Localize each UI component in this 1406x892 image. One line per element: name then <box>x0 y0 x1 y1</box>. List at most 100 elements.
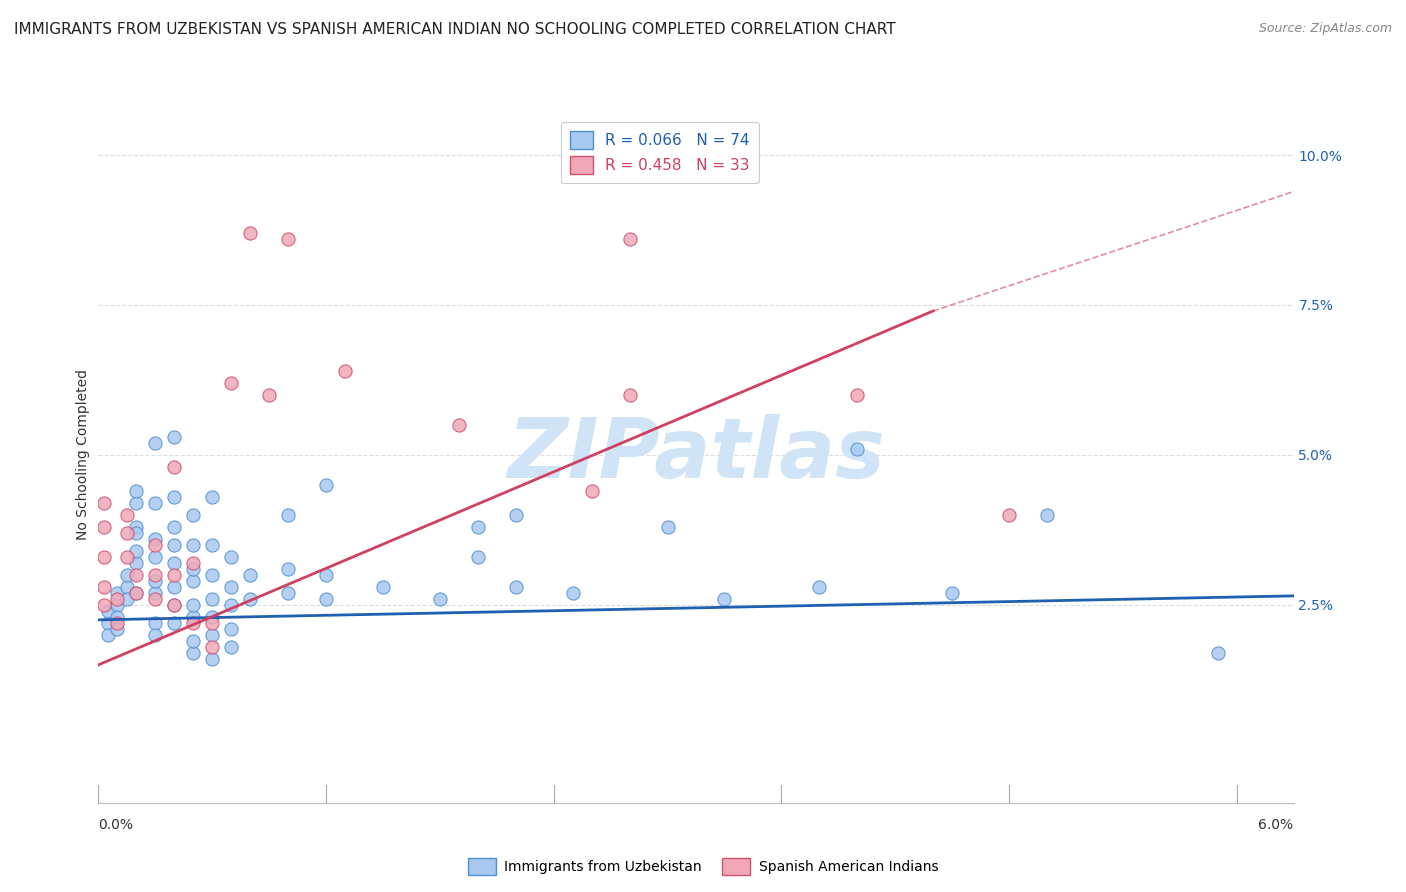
Point <box>125 544 148 558</box>
Point <box>143 538 166 552</box>
Point <box>333 364 356 378</box>
Point <box>941 586 963 600</box>
Text: ZIPatlas: ZIPatlas <box>508 415 884 495</box>
Point <box>277 508 299 522</box>
Text: 6.0%: 6.0% <box>1258 818 1294 832</box>
Point <box>429 591 451 606</box>
Point <box>143 436 166 450</box>
Point <box>143 591 166 606</box>
Point <box>219 376 242 390</box>
Point <box>581 483 603 498</box>
Point <box>277 562 299 576</box>
Point <box>257 388 280 402</box>
Point <box>97 604 120 618</box>
Y-axis label: No Schooling Completed: No Schooling Completed <box>76 369 90 541</box>
Point <box>219 549 242 564</box>
Point <box>315 478 337 492</box>
Text: IMMIGRANTS FROM UZBEKISTAN VS SPANISH AMERICAN INDIAN NO SCHOOLING COMPLETED COR: IMMIGRANTS FROM UZBEKISTAN VS SPANISH AM… <box>14 22 896 37</box>
Point <box>115 549 138 564</box>
Point <box>105 622 128 636</box>
Point <box>97 628 120 642</box>
Point <box>219 598 242 612</box>
Point <box>1206 646 1229 660</box>
Point <box>181 562 204 576</box>
Point <box>143 615 166 630</box>
Legend: R = 0.066   N = 74, R = 0.458   N = 33: R = 0.066 N = 74, R = 0.458 N = 33 <box>561 121 759 184</box>
Point <box>163 567 186 582</box>
Point <box>105 598 128 612</box>
Point <box>125 567 148 582</box>
Point <box>181 556 204 570</box>
Point <box>163 520 186 534</box>
Point <box>181 508 204 522</box>
Point <box>201 591 224 606</box>
Point <box>125 586 148 600</box>
Point <box>1036 508 1059 522</box>
Point <box>163 598 186 612</box>
Point <box>808 580 831 594</box>
Point <box>201 538 224 552</box>
Point <box>619 388 641 402</box>
Point <box>201 567 224 582</box>
Point <box>201 610 224 624</box>
Legend: Immigrants from Uzbekistan, Spanish American Indians: Immigrants from Uzbekistan, Spanish Amer… <box>463 853 943 880</box>
Point <box>181 610 204 624</box>
Point <box>115 580 138 594</box>
Point <box>125 586 148 600</box>
Point <box>105 615 128 630</box>
Point <box>505 580 527 594</box>
Point <box>219 640 242 654</box>
Point <box>125 525 148 540</box>
Point <box>125 556 148 570</box>
Point <box>93 598 115 612</box>
Point <box>125 496 148 510</box>
Point <box>201 628 224 642</box>
Point <box>115 525 138 540</box>
Point <box>93 580 115 594</box>
Point <box>181 574 204 588</box>
Point <box>93 520 115 534</box>
Text: Source: ZipAtlas.com: Source: ZipAtlas.com <box>1258 22 1392 36</box>
Point <box>181 538 204 552</box>
Point <box>219 622 242 636</box>
Point <box>163 598 186 612</box>
Point <box>105 591 128 606</box>
Point <box>163 459 186 474</box>
Point <box>105 610 128 624</box>
Point <box>143 496 166 510</box>
Point <box>277 586 299 600</box>
Point <box>846 442 869 456</box>
Point <box>143 628 166 642</box>
Point <box>201 490 224 504</box>
Point <box>143 574 166 588</box>
Point <box>163 580 186 594</box>
Point <box>115 508 138 522</box>
Point <box>93 549 115 564</box>
Point <box>125 520 148 534</box>
Point <box>201 615 224 630</box>
Point <box>998 508 1021 522</box>
Point <box>163 430 186 444</box>
Point <box>163 538 186 552</box>
Point <box>181 646 204 660</box>
Point <box>561 586 583 600</box>
Point <box>143 549 166 564</box>
Point <box>219 580 242 594</box>
Point <box>846 388 869 402</box>
Point <box>505 508 527 522</box>
Point <box>371 580 394 594</box>
Point <box>181 615 204 630</box>
Point <box>315 591 337 606</box>
Point <box>239 226 262 240</box>
Point <box>277 232 299 246</box>
Point <box>713 591 735 606</box>
Point <box>105 586 128 600</box>
Point <box>239 567 262 582</box>
Point <box>181 633 204 648</box>
Point <box>93 496 115 510</box>
Point <box>115 591 138 606</box>
Point <box>201 652 224 666</box>
Point <box>447 417 470 432</box>
Point <box>201 640 224 654</box>
Point <box>163 490 186 504</box>
